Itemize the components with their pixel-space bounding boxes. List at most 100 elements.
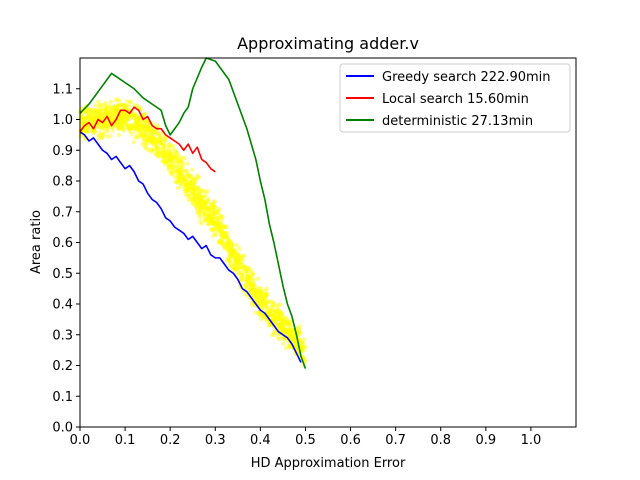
y-axis-label: Area ratio: [29, 210, 44, 274]
scatter-point: [176, 177, 181, 182]
scatter-point: [196, 210, 201, 216]
scatter-point: [154, 146, 159, 151]
scatter-point: [210, 219, 216, 224]
scatter-point: [170, 152, 175, 157]
scatter-point: [187, 187, 192, 193]
scatter-point: [145, 136, 150, 141]
scatter-point: [218, 229, 224, 235]
scatter-point: [194, 209, 200, 214]
scatter-point: [190, 195, 195, 201]
scatter-point: [285, 319, 290, 324]
scatter-point: [231, 253, 237, 258]
y-tick-label: 0.4: [52, 298, 73, 313]
scatter-point: [224, 257, 230, 262]
scatter-point: [279, 319, 284, 325]
scatter-point: [283, 328, 289, 333]
scatter-point: [216, 224, 221, 229]
scatter-point: [149, 147, 155, 152]
scatter-point: [201, 199, 206, 205]
scatter-point: [210, 218, 215, 224]
scatter-point: [162, 154, 168, 159]
scatter-point: [289, 327, 295, 333]
scatter-point: [230, 254, 236, 259]
scatter-point: [133, 118, 139, 124]
scatter-point: [250, 272, 255, 277]
scatter-point: [132, 125, 138, 131]
scatter-point: [270, 302, 276, 307]
scatter-point: [125, 115, 130, 120]
scatter-point: [287, 332, 293, 338]
scatter-point: [105, 129, 111, 134]
scatter-point: [255, 296, 261, 301]
scatter-point: [149, 138, 154, 144]
scatter-point: [244, 279, 250, 284]
scatter-point: [271, 316, 277, 322]
scatter-point: [150, 128, 156, 134]
scatter-point: [144, 146, 149, 151]
scatter-point: [267, 309, 273, 315]
scatter-point: [149, 136, 154, 141]
scatter-point: [227, 259, 232, 264]
scatter-point: [110, 109, 115, 115]
scatter-point: [219, 217, 225, 223]
scatter-point: [108, 115, 114, 120]
scatter-point: [156, 139, 162, 144]
scatter-point: [118, 121, 124, 126]
scatter-point: [190, 189, 195, 195]
scatter-point: [92, 129, 98, 135]
scatter-point: [138, 124, 144, 130]
scatter-point: [122, 114, 127, 119]
scatter-point: [240, 258, 245, 263]
scatter-point: [225, 235, 230, 241]
scatter-point: [223, 234, 229, 240]
scatter-point: [81, 116, 87, 121]
y-tick-label: 0.3: [52, 328, 73, 343]
scatter-point: [119, 102, 124, 107]
scatter-point: [201, 202, 206, 207]
scatter-point: [234, 258, 239, 263]
scatter-point: [149, 128, 154, 133]
scatter-point: [139, 133, 145, 138]
scatter-point: [155, 139, 160, 145]
scatter-point: [158, 134, 163, 140]
scatter-point: [183, 182, 188, 188]
scatter-point: [206, 222, 211, 227]
scatter-point: [166, 163, 172, 168]
scatter-point: [134, 116, 140, 122]
scatter-point: [230, 244, 235, 249]
scatter-point: [183, 183, 188, 188]
scatter-point: [170, 155, 175, 160]
scatter-point: [239, 254, 245, 259]
scatter-point: [260, 313, 266, 318]
scatter-point: [299, 340, 304, 346]
scatter-point: [248, 286, 254, 292]
scatter-point: [219, 228, 225, 234]
scatter-point: [287, 343, 292, 348]
scatter-point: [167, 155, 172, 161]
scatter-point: [198, 219, 203, 224]
scatter-point: [213, 210, 218, 216]
scatter-point: [180, 177, 185, 183]
scatter-point: [264, 299, 269, 305]
scatter-point: [174, 157, 180, 162]
scatter-point: [155, 150, 160, 155]
scatter-point: [180, 164, 185, 169]
scatter-point: [96, 124, 102, 129]
scatter-point: [116, 126, 121, 131]
scatter-point: [86, 107, 91, 112]
scatter-point: [198, 205, 204, 211]
scatter-point: [242, 264, 247, 269]
scatter-point: [214, 218, 220, 224]
scatter-point: [215, 210, 221, 215]
scatter-point: [241, 265, 247, 271]
scatter-point: [285, 321, 291, 327]
scatter-point: [284, 321, 289, 326]
scatter-point: [164, 150, 169, 156]
scatter-point: [276, 323, 282, 329]
scatter-point: [177, 159, 183, 164]
scatter-point: [202, 200, 208, 205]
x-tick-label: 0.6: [340, 433, 361, 448]
scatter-point: [234, 256, 239, 261]
scatter-point: [161, 143, 166, 149]
scatter-point: [235, 260, 241, 266]
